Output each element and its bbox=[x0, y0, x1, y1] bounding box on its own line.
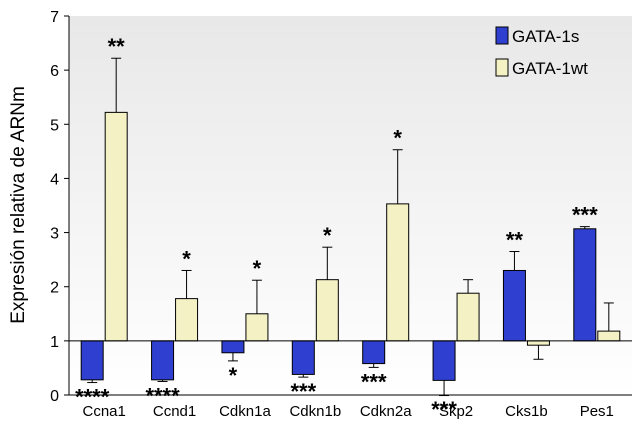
x-tick-label: Ccna1 bbox=[83, 403, 126, 420]
legend-swatch-gata-1s bbox=[495, 26, 509, 45]
legend-swatch-gata-1wt bbox=[495, 58, 509, 77]
x-tick-label: Cdkn2a bbox=[360, 403, 412, 420]
bar-gata-1wt-ccnd1 bbox=[175, 298, 199, 342]
significance-label: *** bbox=[431, 397, 457, 422]
bar-gata-1wt-cdkn1a bbox=[245, 313, 269, 342]
x-tick-label: Cks1b bbox=[505, 403, 548, 420]
legend: GATA-1s GATA-1wt bbox=[495, 26, 588, 78]
x-tick-label: Cdkn1b bbox=[289, 403, 341, 420]
bar-gata-1s-cdkn2a bbox=[362, 340, 386, 365]
significance-label: * bbox=[393, 126, 402, 151]
significance-label: * bbox=[253, 256, 262, 281]
bar-gata-1s-cdkn1a bbox=[221, 340, 245, 354]
bar-gata-1s-pes1 bbox=[573, 228, 597, 342]
bar-gata-1s-ccna1 bbox=[80, 340, 104, 381]
bar-gata-1wt-pes1 bbox=[597, 330, 621, 342]
significance-label: *** bbox=[361, 369, 387, 394]
x-tick-label: Skp2 bbox=[439, 403, 473, 420]
bar-gata-1wt-cdkn1b bbox=[315, 279, 339, 342]
x-tick-label: Cdkn1a bbox=[219, 403, 271, 420]
y-tick-label: 5 bbox=[50, 117, 59, 134]
significance-label: ** bbox=[506, 228, 524, 253]
x-tick-label: Pes1 bbox=[580, 403, 614, 420]
y-tick-label: 6 bbox=[50, 63, 59, 80]
significance-label: *** bbox=[572, 203, 598, 228]
legend-label: GATA-1wt bbox=[512, 59, 588, 78]
bar-gata-1wt-cks1b bbox=[526, 340, 550, 346]
y-tick-label: 1 bbox=[50, 334, 59, 351]
significance-label: * bbox=[229, 363, 238, 388]
axes-layer: Ccna1 Ccnd1 Cdkn1a Cdkn1b Cdkn2a Skp2 Cks1b Pes… bbox=[50, 9, 632, 420]
significance-label: * bbox=[182, 246, 191, 271]
plot-area bbox=[69, 16, 632, 395]
significance-label: *** bbox=[290, 379, 316, 404]
significance-label: * bbox=[323, 223, 332, 248]
significance-label: **** bbox=[145, 383, 180, 408]
legend-label: GATA-1s bbox=[512, 27, 579, 46]
y-tick-label: 3 bbox=[50, 226, 59, 243]
y-tick-label: 2 bbox=[50, 280, 59, 297]
bar-gata-1s-ccnd1 bbox=[151, 340, 175, 381]
bar-gata-1s-cks1b bbox=[502, 269, 526, 342]
significance-label: **** bbox=[75, 385, 110, 410]
bar-gata-1wt-cdkn2a bbox=[386, 203, 410, 342]
y-axis-label: Expresión relativa de ARNm bbox=[8, 86, 29, 324]
bar-gata-1s-skp2 bbox=[432, 340, 456, 381]
y-tick-label: 0 bbox=[50, 388, 59, 405]
significance-label: ** bbox=[108, 34, 126, 59]
x-tick-label: Ccnd1 bbox=[153, 403, 196, 420]
bar-gata-1wt-ccna1 bbox=[104, 111, 128, 342]
y-tick-label: 7 bbox=[50, 9, 59, 26]
bar-gata-1wt-skp2 bbox=[456, 292, 480, 342]
bar-gata-1s-cdkn1b bbox=[291, 340, 315, 375]
y-tick-label: 4 bbox=[50, 171, 59, 188]
